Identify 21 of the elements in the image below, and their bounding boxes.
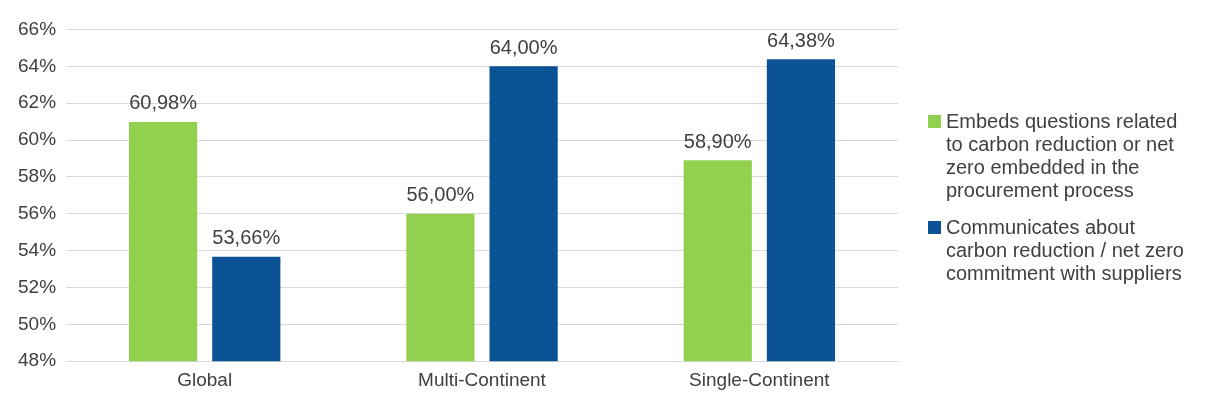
y-tick-label: 58% bbox=[18, 165, 57, 187]
data-label: 60,98% bbox=[129, 91, 198, 114]
data-label: 53,66% bbox=[212, 226, 281, 249]
y-tick-label: 64% bbox=[18, 54, 57, 76]
data-label: 56,00% bbox=[406, 183, 475, 206]
y-tick-label: 66% bbox=[18, 17, 57, 39]
data-label: 58,90% bbox=[683, 129, 752, 152]
legend-label: Embeds questions related to carbon reduction or net zero embedded in the procurement process bbox=[946, 109, 1179, 202]
y-tick-label: 54% bbox=[18, 238, 57, 260]
legend-label: Communicates about carbon reduction / net zero commitment with suppliers bbox=[946, 215, 1185, 285]
x-tick-label: Global bbox=[177, 368, 233, 390]
y-tick-label: 60% bbox=[18, 128, 57, 150]
data-label: 64,00% bbox=[489, 35, 558, 58]
y-tick-label: 56% bbox=[18, 201, 57, 223]
y-tick-label: 52% bbox=[18, 275, 57, 297]
x-tick-label: Single-Continent bbox=[689, 368, 831, 390]
y-tick-label: 62% bbox=[18, 91, 57, 113]
y-tick-label: 48% bbox=[18, 349, 57, 371]
y-tick-label: 50% bbox=[18, 312, 57, 334]
data-label: 64,38% bbox=[767, 28, 836, 51]
x-tick-label: Multi-Continent bbox=[418, 368, 547, 390]
